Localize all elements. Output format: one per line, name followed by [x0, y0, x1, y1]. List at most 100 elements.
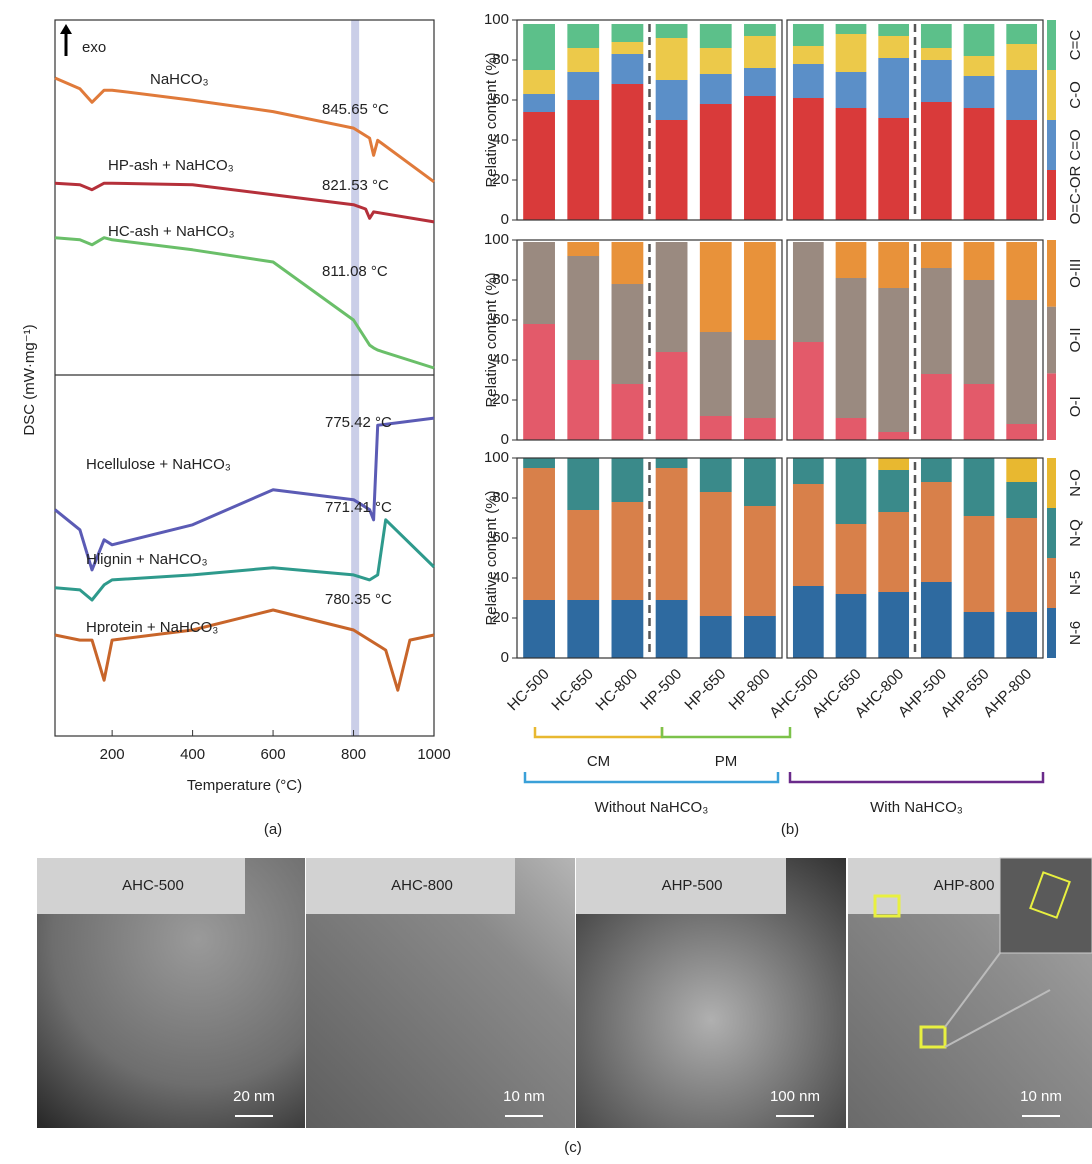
bar-segment — [1006, 120, 1037, 220]
bar-segment — [793, 586, 824, 658]
y-tick-label: 0 — [501, 211, 509, 228]
bar-segment — [793, 24, 824, 46]
bar-segment — [921, 482, 952, 582]
bar-segment — [700, 332, 732, 416]
bar-segment — [744, 36, 776, 68]
bar-segment — [1006, 612, 1037, 658]
bar-segment — [523, 458, 555, 468]
bar-segment — [836, 458, 867, 524]
bracket — [662, 727, 790, 737]
scale-label: 20 nm — [233, 1088, 275, 1105]
bar-segment — [744, 242, 776, 340]
bar-segment — [836, 24, 867, 34]
bar-segment — [964, 108, 995, 220]
bar-segment — [964, 458, 995, 516]
bar-segment — [656, 242, 688, 352]
y-axis-label: Relative content (%) — [483, 52, 500, 187]
bracket-label: CM — [587, 753, 610, 770]
bar-segment — [612, 84, 644, 220]
bracket-label: With NaHCO₃ — [870, 799, 963, 816]
bar-segment — [567, 72, 599, 100]
bar-segment — [700, 458, 732, 492]
dsc-curve — [55, 418, 434, 570]
legend-swatch — [1047, 120, 1056, 170]
bar-segment — [700, 616, 732, 658]
bar-segment — [836, 108, 867, 220]
bar-segment — [523, 600, 555, 658]
bar-segment — [964, 612, 995, 658]
legend-swatch — [1047, 240, 1056, 307]
bracket — [790, 772, 1043, 782]
bar-segment — [878, 592, 909, 658]
bar-segment — [793, 242, 824, 342]
bar-segment — [878, 36, 909, 58]
bar-segment — [964, 56, 995, 76]
bar-segment — [878, 458, 909, 470]
legend-label: C-O — [1067, 81, 1084, 109]
bar-segment — [700, 24, 732, 48]
y-tick-label: 100 — [484, 449, 509, 466]
bar-segment — [878, 118, 909, 220]
bar-segment — [836, 34, 867, 72]
bar-segment — [744, 96, 776, 220]
bar-segment — [878, 58, 909, 118]
y-tick-label: 0 — [501, 431, 509, 448]
image-label: AHC-800 — [391, 877, 453, 894]
bar-segment — [523, 112, 555, 220]
curve-label: Hlignin + NaHCO₃ — [86, 551, 208, 568]
legend-swatch — [1047, 558, 1056, 608]
bar-segment — [793, 98, 824, 220]
x-tick-label: 200 — [100, 746, 125, 763]
bar-segment — [612, 284, 644, 384]
image-label: AHC-500 — [122, 877, 184, 894]
legend-label: O-III — [1067, 259, 1084, 288]
bar-segment — [567, 458, 599, 510]
bar-segment — [523, 70, 555, 94]
bar-segment — [836, 524, 867, 594]
bar-segment — [878, 24, 909, 36]
bar-segment — [656, 120, 688, 220]
scale-label: 10 nm — [503, 1088, 545, 1105]
bar-segment — [793, 484, 824, 586]
x-tick-label: 800 — [341, 746, 366, 763]
bar-segment — [964, 384, 995, 440]
bar-segment — [793, 46, 824, 64]
bar-segment — [567, 510, 599, 600]
bar-segment — [964, 24, 995, 56]
bar-segment — [567, 100, 599, 220]
legend-swatch — [1047, 508, 1056, 558]
bar-segment — [964, 242, 995, 280]
bar-segment — [656, 468, 688, 600]
y-tick-label: 100 — [484, 231, 509, 248]
bar-segment — [878, 470, 909, 512]
bar-segment — [744, 418, 776, 440]
bar-segment — [921, 374, 952, 440]
peak-label: 780.35 °C — [325, 591, 392, 608]
bar-segment — [1006, 482, 1037, 518]
bar-segment — [964, 76, 995, 108]
x-tick-label: 1000 — [417, 746, 450, 763]
bar-segment — [567, 242, 599, 256]
bar-segment — [1006, 44, 1037, 70]
bar-segment — [700, 242, 732, 332]
bar-segment — [878, 512, 909, 592]
peak-label: 775.42 °C — [325, 414, 392, 431]
x-tick-label: HC-650 — [548, 666, 597, 715]
legend-label: N-5 — [1067, 571, 1084, 595]
legend-swatch — [1047, 458, 1056, 508]
bar-segment — [1006, 424, 1037, 440]
legend-label: O=C-OR — [1067, 165, 1084, 224]
curve-label: NaHCO₃ — [150, 71, 209, 88]
bar-segment — [1006, 518, 1037, 612]
x-tick-label: 600 — [261, 746, 286, 763]
dsc-curve — [55, 238, 434, 368]
legend-label: N-O — [1067, 469, 1084, 497]
inset — [1000, 858, 1092, 953]
page: { "panel_labels": ["(a)", "(b)", "(c)"],… — [0, 0, 1092, 1159]
bar-segment — [744, 616, 776, 658]
bar-segment — [656, 458, 688, 468]
bar-segment — [656, 38, 688, 80]
bar-segment — [1006, 242, 1037, 300]
image-label: AHP-800 — [934, 877, 995, 894]
bar-segment — [836, 242, 867, 278]
